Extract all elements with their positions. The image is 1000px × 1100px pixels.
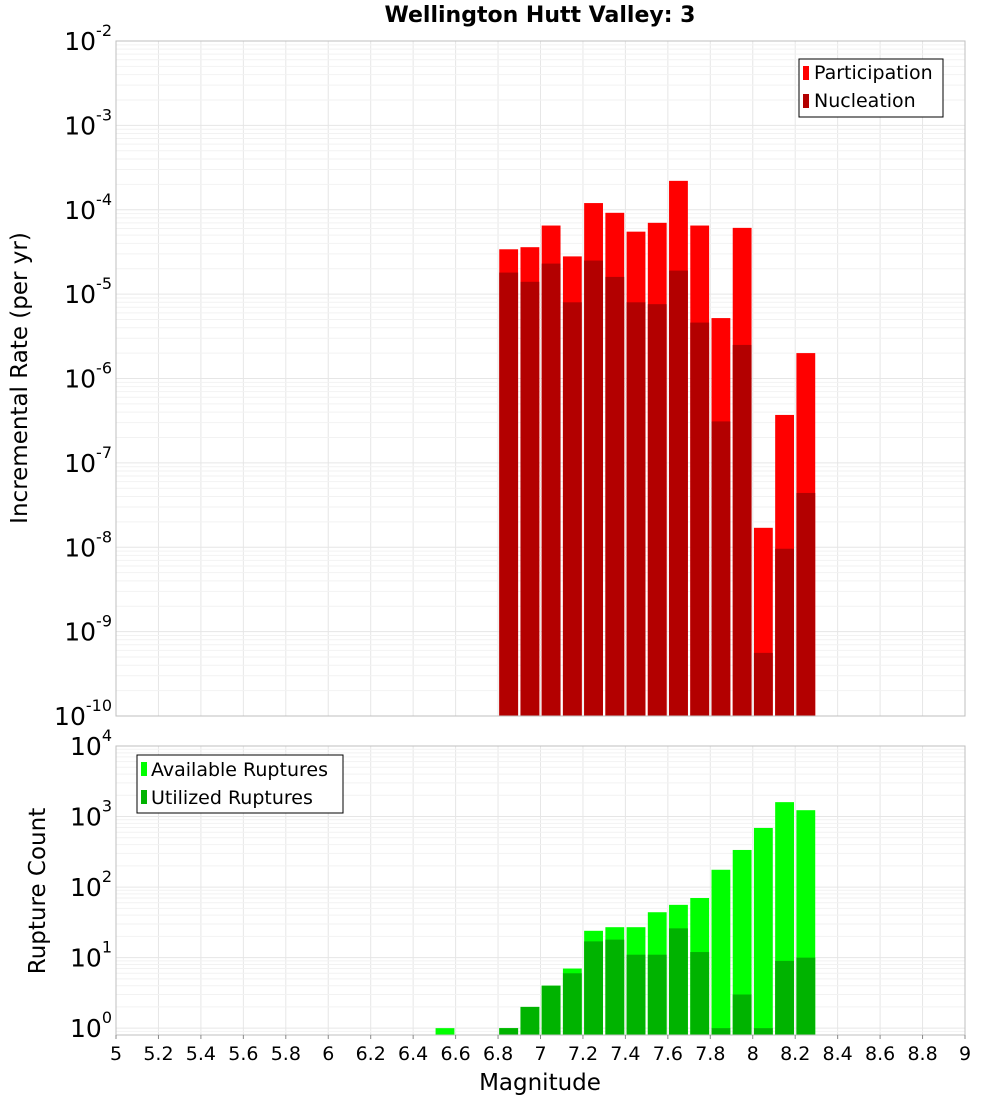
x-tick-label: 8.4 [823, 1043, 853, 1065]
bar-nucleation [775, 548, 794, 716]
legend-label-nucleation: Nucleation [814, 90, 916, 112]
x-tick-label: 5 [110, 1043, 122, 1065]
legend-swatch-available [141, 762, 147, 776]
y-tick-label: 10-2 [64, 21, 112, 56]
bar-utilized-ruptures [753, 1028, 773, 1035]
y-tick-label: 10-8 [64, 527, 112, 562]
y-tick-label: 10-9 [64, 612, 112, 647]
legend-swatch-utilized [141, 790, 147, 804]
legend-box-ruptures [136, 754, 344, 814]
rupture-count-chart-panel: 100 101 102 103 104 5 5.2 5.4 5.6 5.8 6 6.2 6.4 6.6 6… [70, 726, 971, 1065]
legend-label-participation: Participation [814, 62, 933, 84]
y-tick-label: 10-3 [64, 105, 112, 140]
bar-utilized-ruptures [690, 952, 710, 1035]
bar-nucleation [541, 263, 561, 716]
y-tick-label: 10-6 [64, 359, 112, 394]
bar-nucleation [584, 260, 603, 716]
x-tick-label: 6.8 [483, 1043, 513, 1065]
x-tick-label: 6.6 [440, 1043, 470, 1065]
bar-nucleation [499, 272, 519, 716]
x-tick-label: 7.8 [695, 1043, 725, 1065]
x-tick-label: 8.6 [865, 1043, 895, 1065]
bar-utilized-ruptures [626, 954, 646, 1035]
rate-chart-bars [499, 180, 816, 716]
bar-utilized-ruptures [796, 957, 816, 1035]
y-tick-label: 10-5 [64, 274, 112, 309]
x-tick-label: 7.4 [610, 1043, 640, 1065]
x-tick-label: 8.2 [780, 1043, 810, 1065]
y-tick-label: 10-4 [64, 190, 112, 225]
bar-utilized-ruptures [647, 954, 667, 1035]
x-axis-ticks: 5 5.2 5.4 5.6 5.8 6 6.2 6.4 6.6 6.8 7 7.2 7.4 7.6 7.8 8… [110, 1035, 971, 1065]
y-tick-label: 101 [70, 938, 112, 973]
y-tick-label: 102 [70, 867, 112, 902]
x-tick-label: 7 [534, 1043, 546, 1065]
rupture-count-legend: Available Ruptures Utilized Ruptures [136, 754, 344, 814]
y-tick-label: 10-7 [64, 443, 112, 478]
x-tick-label: 8.8 [907, 1043, 937, 1065]
bar-utilized-ruptures [499, 1028, 519, 1035]
bar-nucleation [690, 322, 710, 716]
bar-nucleation [753, 652, 773, 716]
chart-title: Wellington Hutt Valley: 3 [385, 3, 696, 28]
y-tick-label: 103 [70, 797, 112, 832]
bar-nucleation [732, 344, 752, 716]
bar-available-ruptures [732, 849, 752, 1035]
bar-utilized-ruptures [711, 1028, 731, 1035]
bar-utilized-ruptures [562, 973, 582, 1035]
x-tick-label: 7.2 [568, 1043, 598, 1065]
bottom-y-axis-label: Rupture Count [25, 808, 51, 974]
bar-utilized-ruptures [520, 1006, 540, 1035]
x-tick-label: 5.4 [186, 1043, 216, 1065]
legend-swatch-participation [803, 66, 809, 80]
x-tick-label: 8 [747, 1043, 759, 1065]
y-tick-label: 10-10 [54, 696, 112, 731]
rate-chart-grid [115, 40, 966, 717]
x-tick-label: 5.8 [271, 1043, 301, 1065]
x-axis-label: Magnitude [479, 1070, 601, 1096]
bar-available-ruptures [711, 869, 731, 1035]
rupture-count-y-ticks: 100 101 102 103 104 [70, 726, 112, 1043]
x-tick-label: 6.4 [398, 1043, 428, 1065]
x-tick-label: 5.2 [143, 1043, 173, 1065]
legend-label-utilized: Utilized Ruptures [151, 787, 313, 809]
y-tick-label: 100 [70, 1008, 112, 1043]
legend-swatch-nucleation [803, 94, 809, 108]
bar-nucleation [562, 302, 582, 716]
bar-nucleation [711, 421, 731, 716]
bar-nucleation [626, 302, 646, 716]
rate-chart-y-ticks: 10-10 10-9 10-8 10-7 10-6 10-5 10-4 10-3 10-2 [54, 21, 112, 731]
legend-box [798, 58, 944, 118]
rupture-count-bars [435, 802, 816, 1035]
bar-nucleation [796, 492, 816, 716]
bar-utilized-ruptures [775, 960, 794, 1035]
legend-label-available: Available Ruptures [151, 759, 328, 781]
bar-nucleation [605, 276, 625, 716]
x-tick-label: 9 [959, 1043, 971, 1065]
bar-nucleation [669, 270, 688, 716]
bar-available-ruptures [435, 1028, 455, 1035]
x-tick-label: 6.2 [356, 1043, 386, 1065]
rate-chart-legend: Participation Nucleation [798, 58, 944, 118]
bar-utilized-ruptures [669, 928, 688, 1035]
bar-utilized-ruptures [605, 939, 625, 1035]
x-tick-label: 6 [322, 1043, 334, 1065]
y-tick-label: 104 [70, 726, 112, 761]
x-tick-label: 7.6 [653, 1043, 683, 1065]
bar-nucleation [520, 281, 540, 716]
bar-utilized-ruptures [541, 985, 561, 1035]
bar-utilized-ruptures [732, 994, 752, 1035]
rate-chart-frame [115, 40, 966, 717]
top-y-axis-label: Incremental Rate (per yr) [7, 232, 33, 524]
bar-available-ruptures [753, 827, 773, 1035]
x-tick-label: 5.6 [228, 1043, 258, 1065]
bar-utilized-ruptures [584, 941, 603, 1035]
rate-chart-panel: 10-10 10-9 10-8 10-7 10-6 10-5 10-4 10-3 10-2 Pa… [54, 21, 966, 731]
bar-nucleation [647, 304, 667, 716]
